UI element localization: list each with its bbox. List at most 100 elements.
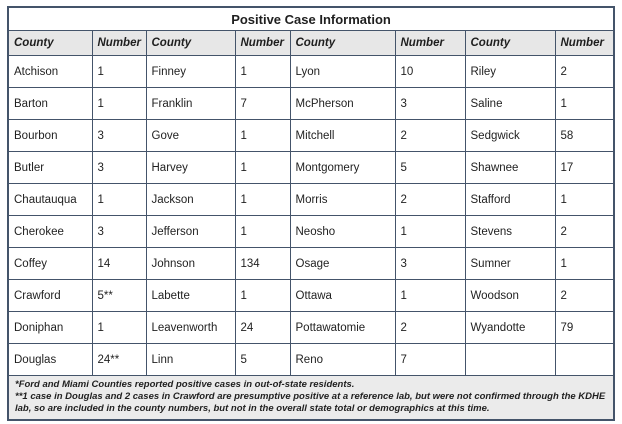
county-cell: Doniphan	[7, 311, 93, 344]
number-header-4: Number	[554, 30, 615, 56]
county-cell: Labette	[145, 279, 236, 312]
county-cell: Douglas	[7, 343, 93, 376]
table-row: Butler 3 Harvey 1 Montgomery 5 Shawnee 17	[7, 151, 615, 184]
county-cell: Shawnee	[464, 151, 556, 184]
county-cell: Leavenworth	[145, 311, 236, 344]
number-cell: 1	[234, 183, 291, 216]
county-cell: Johnson	[145, 247, 236, 280]
number-cell: 5**	[91, 279, 147, 312]
number-cell: 79	[554, 311, 615, 344]
county-cell: Riley	[464, 55, 556, 88]
number-cell: 3	[394, 87, 466, 120]
county-cell: Atchison	[7, 55, 93, 88]
number-cell: 1	[234, 279, 291, 312]
footnote-line-2: **1 case in Douglas and 2 cases in Crawf…	[15, 391, 606, 414]
number-cell: 7	[394, 343, 466, 376]
table-row: Barton 1 Franklin 7 McPherson 3 Saline 1	[7, 87, 615, 120]
table-title: Positive Case Information	[7, 6, 615, 31]
number-cell: 1	[554, 247, 615, 280]
county-cell: Neosho	[289, 215, 396, 248]
number-cell: 1	[91, 311, 147, 344]
number-cell: 1	[394, 279, 466, 312]
number-cell: 24	[234, 311, 291, 344]
county-cell: Cherokee	[7, 215, 93, 248]
county-cell: Stafford	[464, 183, 556, 216]
number-cell: 3	[394, 247, 466, 280]
number-cell: 1	[234, 55, 291, 88]
table-body: Atchison 1 Finney 1 Lyon 10 Riley 2 Barton 1 Frank…	[7, 55, 615, 376]
county-cell: Finney	[145, 55, 236, 88]
number-cell: 2	[554, 55, 615, 88]
number-cell: 2	[554, 279, 615, 312]
table-row: Coffey 14 Johnson 134 Osage 3 Sumner 1	[7, 247, 615, 280]
number-cell: 58	[554, 119, 615, 152]
county-cell: Morris	[289, 183, 396, 216]
county-cell: Saline	[464, 87, 556, 120]
number-cell: 1	[554, 87, 615, 120]
number-cell: 134	[234, 247, 291, 280]
county-cell: Barton	[7, 87, 93, 120]
number-cell: 3	[91, 215, 147, 248]
county-cell: Gove	[145, 119, 236, 152]
table-row: Bourbon 3 Gove 1 Mitchell 2 Sedgwick 58	[7, 119, 615, 152]
number-cell: 1	[234, 119, 291, 152]
footnote-cell: *Ford and Miami Counties reported positi…	[7, 375, 615, 421]
number-cell: 2	[394, 311, 466, 344]
table-row: Doniphan 1 Leavenworth 24 Pottawatomie 2 Wyand…	[7, 311, 615, 344]
county-cell: Sedgwick	[464, 119, 556, 152]
county-cell: Jackson	[145, 183, 236, 216]
number-cell: 1	[234, 151, 291, 184]
table-row: Crawford 5** Labette 1 Ottawa 1 Woodson 2	[7, 279, 615, 312]
number-cell	[554, 343, 615, 376]
county-cell: Stevens	[464, 215, 556, 248]
county-cell: Osage	[289, 247, 396, 280]
county-cell: Jefferson	[145, 215, 236, 248]
number-cell: 1	[91, 55, 147, 88]
number-cell: 5	[234, 343, 291, 376]
county-cell: Lyon	[289, 55, 396, 88]
county-header-2: County	[145, 30, 236, 56]
county-cell	[464, 343, 556, 376]
number-cell: 17	[554, 151, 615, 184]
county-cell: Linn	[145, 343, 236, 376]
title-row: Positive Case Information	[7, 6, 615, 31]
number-cell: 1	[554, 183, 615, 216]
county-cell: Wyandotte	[464, 311, 556, 344]
positive-case-table: Positive Case Information County Number Co…	[7, 6, 616, 421]
table-row: Chautauqua 1 Jackson 1 Morris 2 Stafford 1	[7, 183, 615, 216]
number-cell: 3	[91, 119, 147, 152]
number-cell: 14	[91, 247, 147, 280]
county-cell: Woodson	[464, 279, 556, 312]
positive-case-table-container: Positive Case Information County Number Co…	[7, 6, 616, 421]
county-header-3: County	[289, 30, 396, 56]
number-header-1: Number	[91, 30, 147, 56]
county-cell: Coffey	[7, 247, 93, 280]
county-cell: Butler	[7, 151, 93, 184]
footnote-row: *Ford and Miami Counties reported positi…	[7, 375, 615, 421]
county-cell: Mitchell	[289, 119, 396, 152]
number-cell: 5	[394, 151, 466, 184]
number-cell: 1	[91, 87, 147, 120]
header-row: County Number County Number County Number Coun…	[7, 30, 615, 56]
county-cell: Pottawatomie	[289, 311, 396, 344]
county-cell: Bourbon	[7, 119, 93, 152]
county-cell: Chautauqua	[7, 183, 93, 216]
number-cell: 2	[394, 119, 466, 152]
number-cell: 1	[91, 183, 147, 216]
number-cell: 24**	[91, 343, 147, 376]
county-header-4: County	[464, 30, 556, 56]
table-row: Cherokee 3 Jefferson 1 Neosho 1 Stevens 2	[7, 215, 615, 248]
number-header-3: Number	[394, 30, 466, 56]
footnote-line-1: *Ford and Miami Counties reported positi…	[15, 379, 355, 390]
number-cell: 10	[394, 55, 466, 88]
table-row: Atchison 1 Finney 1 Lyon 10 Riley 2	[7, 55, 615, 88]
county-cell: Ottawa	[289, 279, 396, 312]
number-cell: 1	[234, 215, 291, 248]
county-cell: Reno	[289, 343, 396, 376]
table-row: Douglas 24** Linn 5 Reno 7	[7, 343, 615, 376]
number-cell: 3	[91, 151, 147, 184]
number-cell: 7	[234, 87, 291, 120]
county-header-1: County	[7, 30, 93, 56]
county-cell: Franklin	[145, 87, 236, 120]
county-cell: Crawford	[7, 279, 93, 312]
